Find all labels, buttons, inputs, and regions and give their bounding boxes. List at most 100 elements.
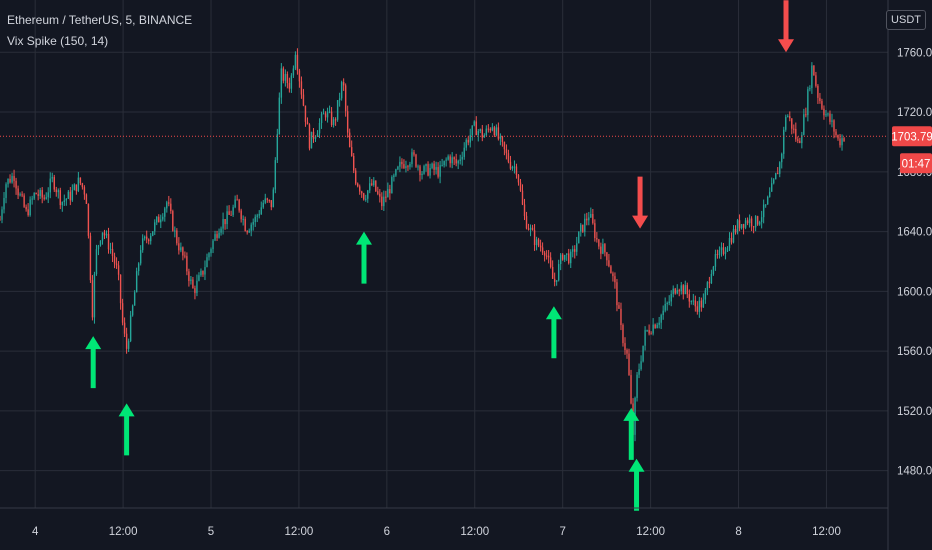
- candle-body: [352, 156, 355, 171]
- candle-body: [543, 252, 546, 256]
- candle-body: [664, 304, 666, 311]
- currency-button[interactable]: USDT: [886, 10, 926, 30]
- candle-body: [79, 177, 82, 184]
- candle-body: [137, 263, 140, 272]
- candle-body: [232, 207, 234, 215]
- indicator-label[interactable]: Vix Spike (150, 14): [7, 34, 109, 48]
- candle-body: [51, 177, 53, 179]
- candle-body: [467, 139, 469, 143]
- candle-body: [600, 246, 602, 254]
- candle-body: [97, 245, 100, 250]
- candle-body: [473, 121, 475, 126]
- buy-signal-arrow: [545, 306, 562, 359]
- candle-body: [684, 285, 686, 295]
- candle-body: [718, 250, 721, 255]
- candle-body: [262, 202, 264, 208]
- candle-body: [111, 248, 114, 257]
- candle-body: [236, 199, 238, 201]
- candle-body: [57, 190, 59, 193]
- candle-body: [441, 165, 443, 167]
- candle-body: [89, 235, 92, 281]
- candle-body: [393, 175, 395, 178]
- candle-body: [326, 111, 329, 118]
- candle-body: [248, 230, 250, 233]
- candle-body: [421, 173, 423, 176]
- candle-body: [648, 330, 650, 334]
- candle-body: [1, 209, 3, 220]
- candle-body: [499, 136, 502, 139]
- candle-body: [13, 176, 15, 181]
- y-tick-label: 1720.00: [897, 107, 932, 119]
- candle-body: [23, 195, 25, 207]
- x-tick-label: 7: [559, 526, 565, 538]
- candle-body: [383, 196, 385, 207]
- candle-body: [170, 203, 172, 212]
- candle-body: [455, 159, 457, 164]
- candle-body: [620, 308, 622, 325]
- candle-body: [373, 180, 375, 186]
- candle-body: [481, 129, 484, 138]
- candle-body: [720, 247, 723, 251]
- x-tick-label: 12:00: [109, 526, 138, 538]
- candle-body: [216, 234, 218, 238]
- candle-body: [443, 160, 445, 166]
- candle-body: [596, 238, 598, 240]
- candle-body: [3, 197, 5, 210]
- candle-body: [256, 215, 258, 217]
- candle-body: [367, 190, 369, 199]
- candle-body: [626, 350, 628, 354]
- candle-body: [803, 114, 805, 135]
- candle-body: [674, 288, 676, 294]
- candle-body: [146, 236, 148, 240]
- candle-body: [773, 179, 775, 184]
- candlesticks: [0, 48, 845, 442]
- candle-body: [125, 333, 128, 349]
- candle-body: [714, 254, 717, 267]
- candle-body: [180, 247, 182, 251]
- candle-body: [403, 164, 405, 168]
- candle-body: [829, 113, 831, 122]
- candle-body: [123, 322, 126, 334]
- candle-body: [787, 116, 789, 118]
- candle-body: [405, 166, 407, 168]
- candle-body: [192, 279, 194, 289]
- candle-body: [431, 163, 433, 169]
- candle-body: [194, 288, 196, 294]
- candle-body: [602, 244, 604, 254]
- candle-body: [202, 270, 204, 275]
- candle-body: [827, 113, 829, 115]
- candle-body: [375, 180, 377, 192]
- candle-body: [39, 190, 41, 196]
- candle-body: [801, 134, 803, 144]
- candle-body: [541, 247, 544, 253]
- candle-body: [371, 183, 373, 186]
- candle-body: [736, 220, 739, 233]
- countdown-box: [900, 153, 932, 174]
- candle-body: [521, 190, 524, 205]
- candle-body: [690, 300, 693, 302]
- buy-signal-arrow: [85, 336, 102, 389]
- candle-body: [158, 216, 160, 223]
- candle-body: [779, 162, 781, 174]
- candle-body: [47, 192, 49, 198]
- candle-body: [276, 134, 279, 161]
- candle-body: [427, 164, 429, 176]
- candle-body: [722, 247, 725, 254]
- candle-body: [813, 65, 815, 76]
- candle-body: [270, 200, 272, 208]
- candle-body: [290, 75, 293, 89]
- candle-body: [835, 131, 837, 136]
- candle-body: [598, 239, 600, 247]
- candle-body: [588, 217, 590, 221]
- candle-body: [359, 186, 361, 192]
- candle-body: [226, 211, 228, 225]
- candle-body: [545, 255, 548, 257]
- candle-body: [668, 301, 670, 303]
- candle-body: [459, 159, 461, 161]
- symbol-title[interactable]: Ethereum / TetherUS, 5, BINANCE: [7, 13, 193, 27]
- y-tick-label: 1520.00: [897, 406, 932, 418]
- candle-body: [115, 263, 118, 266]
